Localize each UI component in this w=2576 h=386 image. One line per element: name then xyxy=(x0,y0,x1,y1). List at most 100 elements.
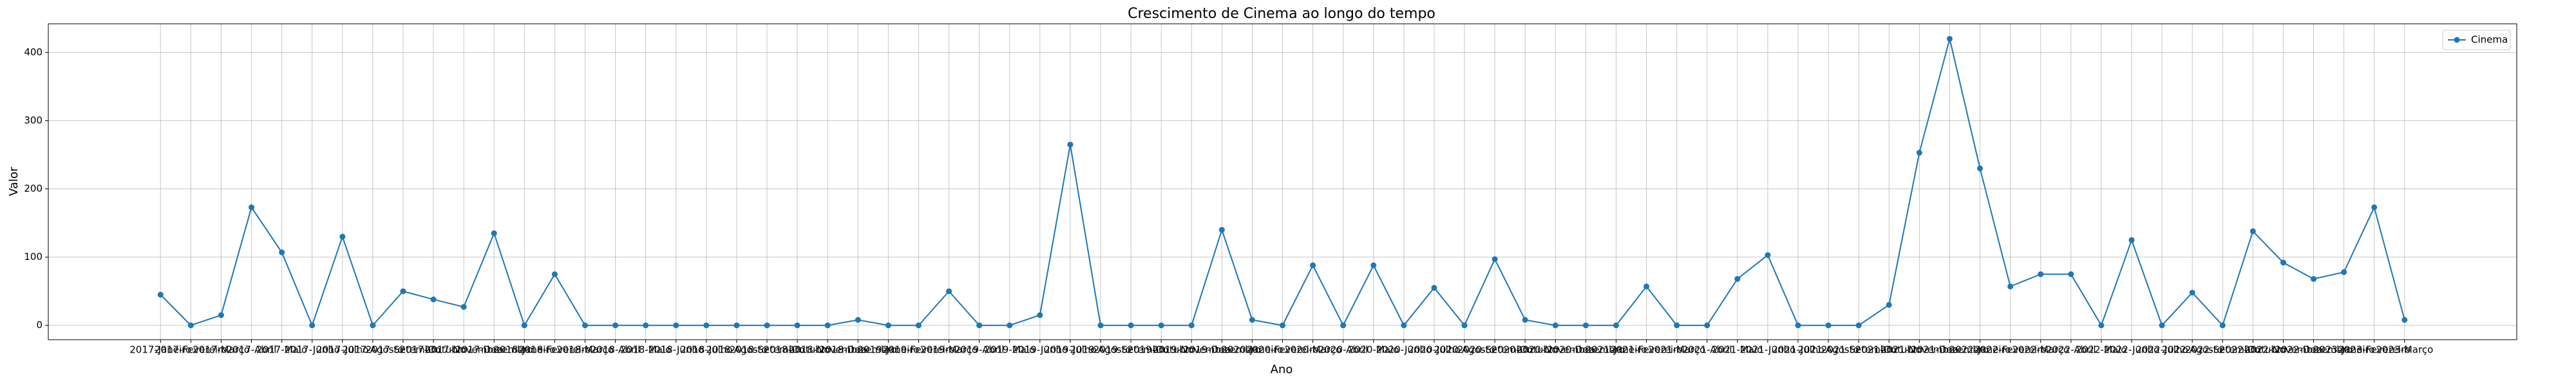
point xyxy=(673,322,679,329)
point xyxy=(1522,317,1528,323)
point xyxy=(2128,237,2135,243)
point xyxy=(1765,252,1771,259)
point xyxy=(430,296,437,302)
x-tick-label: 2021-Outubro xyxy=(1855,344,1923,356)
point xyxy=(460,304,467,310)
point xyxy=(1067,142,1074,148)
x-tick-label: 2019-Abril xyxy=(954,344,1005,356)
point xyxy=(218,312,224,318)
x-tick-label: 2017-Maio xyxy=(256,344,307,356)
point xyxy=(1188,322,1195,329)
point xyxy=(551,271,558,277)
x-tick-label: 2022-Janeiro xyxy=(1949,344,2011,356)
y-tick-label: 200 xyxy=(24,183,43,194)
x-tick-label: 2022-Julho xyxy=(2136,344,2188,356)
x-tick-label: 2017-Outubro xyxy=(399,344,467,356)
point xyxy=(1734,276,1741,282)
point xyxy=(1249,317,1255,323)
point xyxy=(915,322,922,329)
point xyxy=(1674,322,1680,329)
point xyxy=(2219,322,2226,329)
point xyxy=(1552,322,1558,329)
x-tick-label: 2022-Dezembro xyxy=(2275,344,2353,356)
y-tick-label: 100 xyxy=(24,251,43,262)
point xyxy=(1431,284,1437,291)
x-tick-label: 2017-Abril xyxy=(227,344,277,356)
x-tick-label: 2023-Fevereiro xyxy=(2338,344,2410,356)
x-tick-label: 2019-Março xyxy=(920,344,978,356)
point xyxy=(1461,322,1468,329)
x-tick-label: 2022-Setembro xyxy=(2185,344,2260,356)
x-tick-label: 2017-Novembro xyxy=(424,344,502,356)
point xyxy=(279,249,285,255)
x-tick-label: 2018-Janeiro xyxy=(493,344,555,356)
x-tick-label: 2020-Março xyxy=(1284,344,1341,356)
point xyxy=(1946,35,1953,42)
x-tick-label: 2019-Julho xyxy=(1044,344,1096,356)
x-tick-label: 2017-Março xyxy=(193,344,250,356)
point xyxy=(1218,226,1225,233)
point xyxy=(1582,322,1589,329)
x-tick-label: 2019-Junho xyxy=(1012,344,1068,356)
y-axis-label: Valor xyxy=(7,167,21,196)
x-tick-label: 2019-Setembro xyxy=(1094,344,1169,356)
y-tick-label: 0 xyxy=(36,319,43,331)
point xyxy=(400,288,406,295)
point xyxy=(703,322,710,329)
x-tick-label: 2020-Fevereiro xyxy=(1246,344,1319,356)
x-tick-label: 2018-Junho xyxy=(648,344,704,356)
x-tick-label: 2017-Janeiro xyxy=(129,344,191,356)
x-tick-label: 2017-Setembro xyxy=(366,344,441,356)
x-tick-label: 2019-Janeiro xyxy=(857,344,919,356)
point xyxy=(2341,269,2347,275)
point xyxy=(1340,322,1347,329)
x-tick-label: 2021-Janeiro xyxy=(1585,344,1647,356)
point xyxy=(491,230,497,237)
x-tick-label: 2019-Dezembro xyxy=(1183,344,1261,356)
x-tick-label: 2021-Agosto xyxy=(1798,344,1859,356)
x-tick-label: 2018-Fevereiro xyxy=(518,344,591,356)
point xyxy=(2159,322,2165,329)
x-tick-label: 2022-Junho xyxy=(2104,344,2160,356)
point xyxy=(370,322,376,329)
x-tick-label: 2022-Março xyxy=(2012,344,2069,356)
point xyxy=(1916,149,1922,156)
x-tick-label: 2018-Abril xyxy=(591,344,641,356)
x-tick-label: 2020-Outubro xyxy=(1492,344,1559,356)
x-tick-label: 2021-Setembro xyxy=(1821,344,1897,356)
x-axis-label: Ano xyxy=(1271,363,1293,376)
x-tick-label: 2022-Maio xyxy=(2076,344,2126,356)
x-tick-label: 2021-Novembro xyxy=(1880,344,1958,356)
point xyxy=(1977,165,1984,172)
plot-frame xyxy=(48,23,2517,340)
x-tick-label: 2018-Agosto xyxy=(706,344,767,356)
point xyxy=(1158,322,1164,329)
point xyxy=(1825,322,1832,329)
point xyxy=(643,322,649,329)
point xyxy=(1007,322,1013,329)
point xyxy=(794,322,800,329)
point xyxy=(2280,259,2286,266)
x-tick-label: 2018-Dezembro xyxy=(819,344,897,356)
x-tick-label: 2020-Setembro xyxy=(1457,344,1533,356)
point xyxy=(339,234,346,240)
point xyxy=(2189,290,2195,296)
y-tick-label: 400 xyxy=(24,46,43,58)
x-tick-label: 2018-Março xyxy=(556,344,614,356)
point xyxy=(248,204,254,210)
point xyxy=(582,322,588,329)
x-tick-label: 2020-Novembro xyxy=(1517,344,1595,356)
point xyxy=(976,322,983,329)
x-tick-label: 2018-Maio xyxy=(620,344,671,356)
legend-label: Cinema xyxy=(2471,34,2508,46)
x-tick-label: 2019-Outubro xyxy=(1128,344,1195,356)
x-tick-label: 2019-Agosto xyxy=(1070,344,1131,356)
point xyxy=(2311,276,2317,282)
point xyxy=(1280,322,1285,329)
point xyxy=(1310,262,1316,268)
point xyxy=(2249,228,2256,234)
point xyxy=(824,322,831,329)
x-tick-label: 2022-Abril xyxy=(2046,344,2096,356)
x-tick-label: 2017-Julho xyxy=(316,344,368,356)
